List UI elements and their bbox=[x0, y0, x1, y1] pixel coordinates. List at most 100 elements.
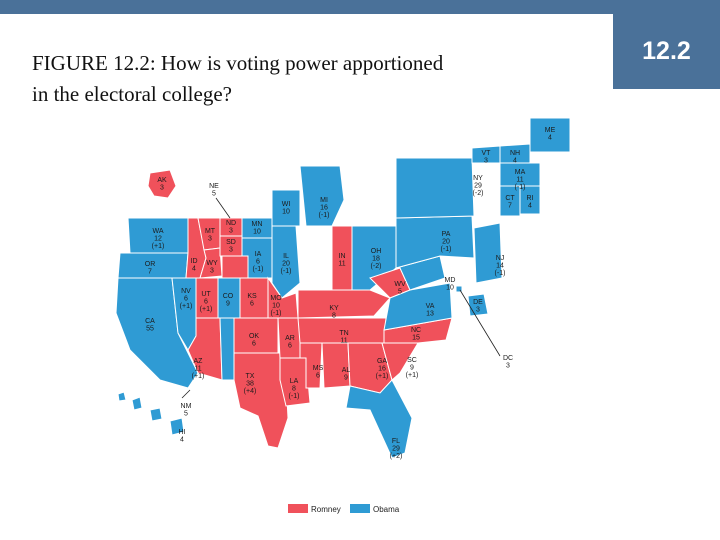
label-tx-change: (+4) bbox=[244, 388, 257, 395]
label-vt-ev: 3 bbox=[484, 158, 488, 165]
top-bar bbox=[0, 0, 720, 14]
label-tn-ev: 11 bbox=[340, 338, 347, 345]
label-ak-ev: 3 bbox=[160, 185, 164, 192]
state-me bbox=[529, 118, 571, 153]
label-de-ev: 3 bbox=[476, 307, 480, 314]
label-nj-abbr: NJ bbox=[496, 255, 505, 262]
label-nh-abbr: NH bbox=[510, 150, 520, 157]
label-ks-ev: 6 bbox=[250, 301, 254, 308]
electoral-map: AK3ME4ND3MT3WA12(+1)OR7ID4WY3SD3NE5MN10W… bbox=[115, 118, 571, 514]
label-la-ev: 8 bbox=[292, 386, 296, 393]
leader-nm bbox=[181, 389, 191, 399]
label-fl-abbr: FL bbox=[392, 438, 400, 445]
state-il bbox=[271, 225, 301, 299]
label-sc-change: (+1) bbox=[406, 372, 419, 379]
label-il-ev: 20 bbox=[282, 261, 290, 268]
state-hi bbox=[131, 396, 143, 411]
state-mo bbox=[267, 276, 299, 319]
label-ct-abbr: CT bbox=[505, 195, 515, 202]
label-ga-abbr: GA bbox=[377, 358, 387, 365]
leader-ne bbox=[215, 197, 231, 219]
label-sd-ev: 3 bbox=[229, 247, 233, 254]
label-az-change: (+1) bbox=[192, 373, 205, 380]
state-hi bbox=[169, 417, 185, 436]
label-fl-change: (+2) bbox=[390, 453, 403, 460]
label-ne-abbr: NE bbox=[209, 183, 219, 190]
label-il-change: (-1) bbox=[281, 268, 292, 275]
label-in-abbr: IN bbox=[339, 253, 346, 260]
label-wy-abbr: WY bbox=[206, 260, 218, 267]
label-nv-ev: 6 bbox=[184, 296, 188, 303]
label-il-abbr: IL bbox=[283, 253, 289, 260]
label-dc-abbr: DC bbox=[503, 355, 513, 362]
label-md-ev: 10 bbox=[446, 285, 454, 292]
label-ms-ev: 6 bbox=[316, 373, 320, 380]
label-ia-ev: 6 bbox=[256, 259, 260, 266]
legend-swatch-obama bbox=[350, 504, 370, 513]
label-ga-ev: 16 bbox=[378, 366, 386, 373]
label-mo-change: (-1) bbox=[271, 310, 282, 317]
label-pa-change: (-1) bbox=[441, 246, 452, 253]
label-nm-abbr: NM bbox=[181, 403, 192, 410]
label-mi-abbr: MI bbox=[320, 197, 328, 204]
state-nm bbox=[219, 317, 235, 381]
label-fl-ev: 29 bbox=[392, 446, 400, 453]
label-az-ev: 11 bbox=[194, 366, 201, 373]
state-ak bbox=[147, 169, 177, 199]
label-or-ev: 7 bbox=[148, 269, 152, 276]
label-mt-ev: 3 bbox=[208, 236, 212, 243]
label-ma-abbr: MA bbox=[515, 169, 526, 176]
label-sc-abbr: SC bbox=[407, 357, 417, 364]
state-de bbox=[467, 293, 489, 317]
label-sc-ev: 9 bbox=[410, 365, 414, 372]
state-ne bbox=[221, 255, 249, 279]
figure-number-badge: 12.2 bbox=[613, 14, 720, 89]
state-mi bbox=[299, 165, 345, 227]
legend-label-obama: Obama bbox=[373, 505, 400, 514]
state-nj bbox=[473, 222, 503, 284]
label-hi-abbr: HI bbox=[179, 429, 186, 436]
state-fl bbox=[345, 379, 413, 459]
label-oh-abbr: OH bbox=[371, 248, 382, 255]
state-ct bbox=[499, 185, 521, 217]
label-co-ev: 9 bbox=[226, 301, 230, 308]
label-ct-ev: 7 bbox=[508, 203, 512, 210]
label-me-ev: 4 bbox=[548, 135, 552, 142]
label-va-abbr: VA bbox=[426, 303, 435, 310]
state-ny bbox=[395, 157, 475, 219]
label-me-abbr: ME bbox=[545, 127, 556, 134]
state-ri bbox=[519, 185, 541, 215]
label-nc-abbr: NC bbox=[411, 327, 421, 334]
state-hi bbox=[149, 407, 163, 422]
label-ky-abbr: KY bbox=[329, 305, 339, 312]
label-id-abbr: ID bbox=[191, 258, 198, 265]
label-id-ev: 4 bbox=[192, 266, 196, 273]
label-pa-abbr: PA bbox=[442, 231, 451, 238]
label-ga-change: (+1) bbox=[376, 373, 389, 380]
label-va-ev: 13 bbox=[426, 311, 434, 318]
legend-label-romney: Romney bbox=[311, 505, 341, 514]
label-ri-ev: 4 bbox=[528, 203, 532, 210]
state-wi bbox=[271, 189, 301, 227]
label-ky-ev: 8 bbox=[332, 313, 336, 320]
label-ut-change: (+1) bbox=[200, 306, 213, 313]
label-md-abbr: MD bbox=[445, 277, 456, 284]
label-wi-ev: 10 bbox=[282, 209, 290, 216]
label-tx-ev: 38 bbox=[246, 381, 254, 388]
label-ny-ev: 29 bbox=[474, 183, 482, 190]
label-co-abbr: CO bbox=[223, 293, 234, 300]
label-wv-ev: 5 bbox=[398, 289, 402, 296]
label-dc-ev: 3 bbox=[506, 363, 510, 370]
label-in-ev: 11 bbox=[338, 261, 345, 268]
label-ar-abbr: AR bbox=[285, 335, 295, 342]
label-leader-lines bbox=[181, 197, 501, 399]
label-mi-ev: 16 bbox=[320, 205, 328, 212]
label-de-abbr: DE bbox=[473, 299, 483, 306]
label-ut-abbr: UT bbox=[201, 291, 211, 298]
state-ky bbox=[297, 289, 391, 319]
label-ny-abbr: NY bbox=[473, 175, 483, 182]
label-mt-abbr: MT bbox=[205, 228, 216, 235]
label-or-abbr: OR bbox=[145, 261, 156, 268]
label-al-abbr: AL bbox=[342, 367, 351, 374]
label-ma-ev: 11 bbox=[516, 177, 523, 184]
